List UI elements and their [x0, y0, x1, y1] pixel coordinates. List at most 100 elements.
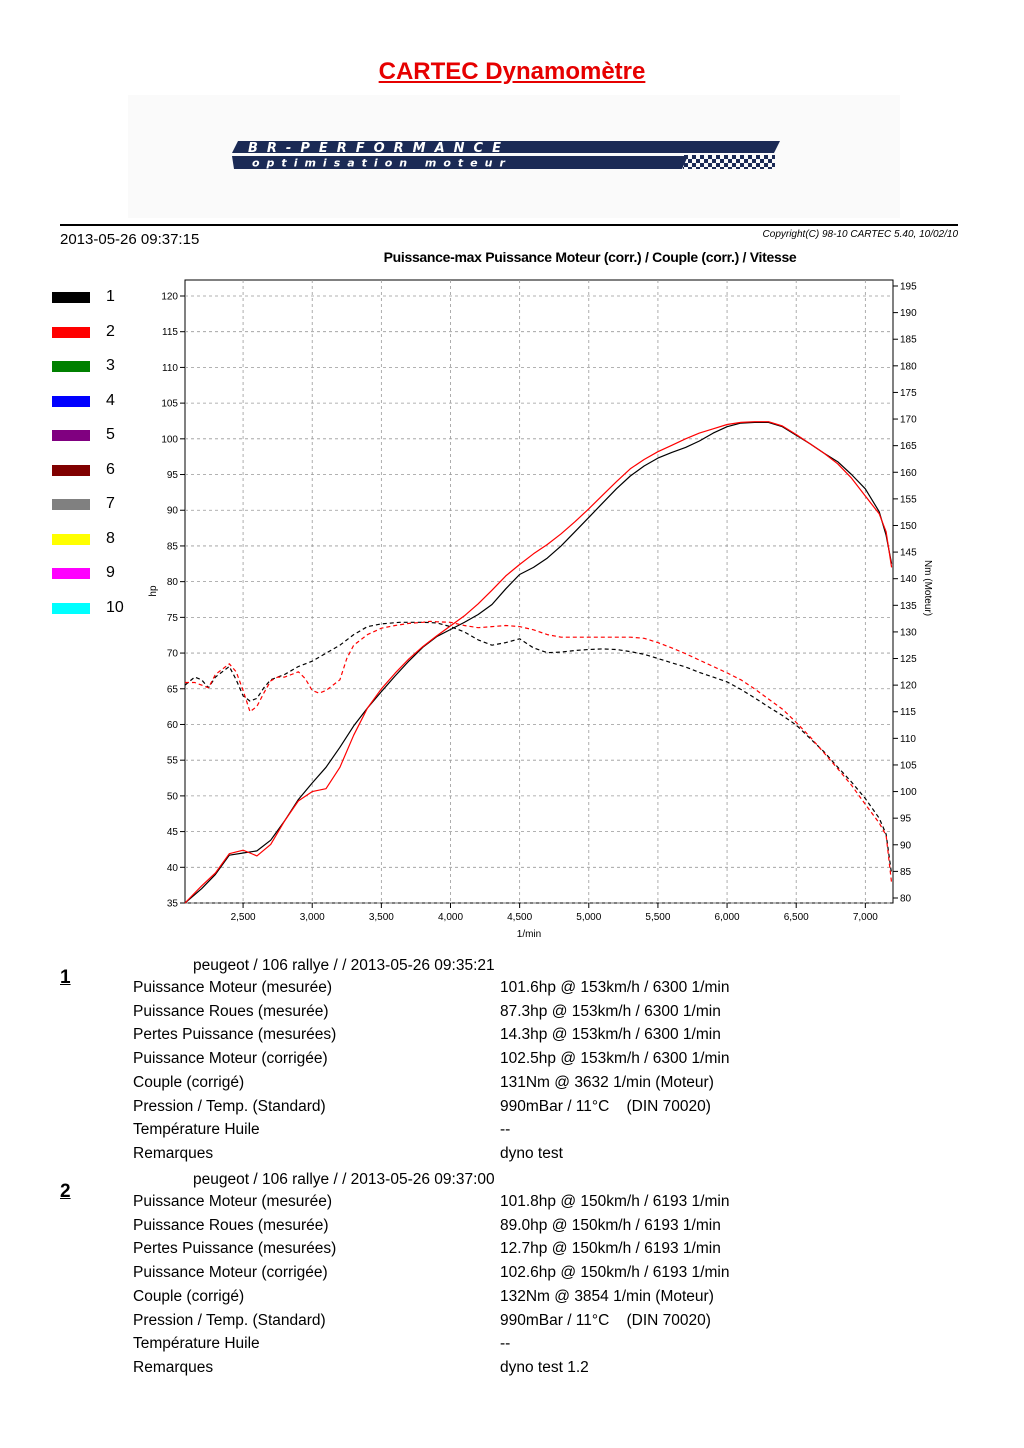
result-row: Couple (corrigé) 132Nm @ 3854 1/min (Mote…	[0, 1288, 1024, 1312]
result-value: 87.3hp @ 153km/h / 6300 1/min	[500, 1002, 721, 1020]
result-label: Couple (corrigé)	[133, 1073, 245, 1091]
x-tick-label: 3,500	[369, 912, 394, 923]
result-row: Pertes Puissance (mesurées) 12.7hp @ 150k…	[0, 1240, 1024, 1264]
result-row: Puissance Moteur (corrigée) 102.5hp @ 153…	[0, 1050, 1024, 1074]
y-tick-label: 45	[167, 827, 179, 838]
legend-swatch	[52, 533, 90, 545]
result-value: dyno test	[500, 1144, 563, 1162]
legend-item-7: 7	[52, 495, 172, 515]
result-value: 102.5hp @ 153km/h / 6300 1/min	[500, 1050, 730, 1068]
logo-subtext: optimisation moteur	[252, 157, 512, 170]
logo-text: BR-PERFORMANCE	[248, 141, 510, 156]
legend-label: 10	[106, 598, 124, 616]
legend-item-5: 5	[52, 426, 172, 446]
y2-tick-label: 160	[900, 468, 917, 479]
y-axis-label: hp	[148, 585, 159, 597]
x-tick-label: 5,500	[645, 912, 670, 923]
y-tick-label: 35	[167, 899, 179, 910]
y2-tick-label: 175	[900, 388, 917, 399]
y-tick-label: 85	[167, 541, 179, 552]
legend-swatch	[52, 430, 90, 441]
test-header: peugeot / 106 rallye / / 2013-05-26 09:3…	[193, 957, 495, 974]
result-row: Puissance Moteur (corrigée) 102.6hp @ 150…	[0, 1264, 1024, 1288]
result-value: 132Nm @ 3854 1/min (Moteur)	[500, 1287, 714, 1305]
y-tick-label: 75	[167, 613, 179, 624]
result-row: Remarques dyno test 1.2	[0, 1359, 1024, 1383]
result-label: Pression / Temp. (Standard)	[133, 1097, 326, 1115]
legend-item-4: 4	[52, 392, 172, 412]
y2-tick-label: 185	[900, 335, 917, 346]
result-label: Couple (corrigé)	[133, 1287, 245, 1305]
legend-label: 1	[106, 288, 115, 305]
legend-label: 5	[106, 426, 115, 443]
result-label: Remarques	[133, 1144, 214, 1162]
legend-item-9: 9	[52, 564, 172, 584]
y-tick-label: 95	[167, 470, 179, 481]
legend-item-1: 1	[52, 288, 172, 308]
result-value: 990mBar / 11°C (DIN 70020)	[500, 1311, 711, 1329]
result-value: 101.6hp @ 153km/h / 6300 1/min	[500, 979, 730, 996]
legend-label: 8	[106, 529, 115, 547]
result-label: Puissance Roues (mesurée)	[133, 1002, 329, 1020]
y2-tick-label: 140	[900, 574, 917, 585]
result-row: Puissance Roues (mesurée) 89.0hp @ 150km/…	[0, 1217, 1024, 1241]
result-value: 102.6hp @ 150km/h / 6193 1/min	[500, 1264, 730, 1282]
logo: BR-PERFORMANCE optimisation moteur	[128, 95, 900, 218]
y-tick-label: 70	[167, 649, 179, 660]
result-value: 990mBar / 11°C (DIN 70020)	[500, 1097, 711, 1115]
y-tick-label: 105	[161, 399, 178, 410]
x-tick-label: 2,500	[231, 912, 256, 923]
result-row: Pression / Temp. (Standard) 990mBar / 11°…	[0, 1312, 1024, 1336]
result-value: 12.7hp @ 150km/h / 6193 1/min	[500, 1240, 721, 1258]
result-label: Température Huile	[133, 1335, 260, 1353]
x-tick-label: 5,000	[576, 912, 601, 923]
y2-tick-label: 120	[900, 681, 917, 692]
y2-tick-label: 125	[900, 654, 917, 665]
result-label: Puissance Moteur (mesurée)	[133, 979, 332, 996]
legend-swatch	[52, 568, 90, 579]
logo-bottom-bar	[232, 156, 688, 169]
series-1-torque-line	[184, 621, 893, 875]
result-label: Remarques	[133, 1358, 214, 1376]
y2-tick-label: 165	[900, 441, 917, 452]
x-tick-label: 7,000	[853, 912, 878, 923]
legend-item-2: 2	[52, 323, 172, 343]
plot-frame	[184, 279, 894, 904]
result-label: Température Huile	[133, 1121, 260, 1139]
result-row: Pression / Temp. (Standard) 990mBar / 11°…	[0, 1098, 1024, 1122]
test-number: 1	[60, 967, 71, 988]
result-row: Couple (corrigé) 131Nm @ 3632 1/min (Mote…	[0, 1074, 1024, 1098]
result-label: Puissance Moteur (corrigée)	[133, 1264, 328, 1282]
logo-checker	[683, 155, 775, 169]
y2-tick-label: 85	[900, 867, 912, 878]
result-label: Pertes Puissance (mesurées)	[133, 1240, 337, 1258]
result-row: Puissance Moteur (mesurée) 101.6hp @ 153k…	[0, 979, 1024, 1003]
x-tick-label: 6,500	[784, 912, 809, 923]
result-row: Température Huile --	[0, 1121, 1024, 1145]
legend-swatch	[52, 499, 90, 510]
result-label: Pertes Puissance (mesurées)	[133, 1026, 337, 1044]
y-tick-label: 80	[167, 577, 179, 588]
result-value: 14.3hp @ 153km/h / 6300 1/min	[500, 1026, 721, 1044]
legend-item-6: 6	[52, 461, 172, 481]
legend-label: 2	[106, 322, 115, 340]
result-value: 89.0hp @ 150km/h / 6193 1/min	[500, 1216, 721, 1234]
dyno-chart: 35 40 45 50 55 60 65 70 75 80 85 90 95 100 105 110 115 12…	[148, 279, 933, 940]
y-tick-label: 120	[161, 292, 178, 303]
x-axis-label: 1/min	[517, 929, 541, 940]
result-value: 101.8hp @ 150km/h / 6193 1/min	[500, 1193, 730, 1210]
legend-item-10: 10	[52, 599, 172, 619]
legend-swatch	[52, 361, 90, 372]
x-tick-label: 6,000	[715, 912, 740, 923]
y2-tick-label: 100	[900, 787, 917, 798]
legend-swatch	[52, 464, 90, 476]
legend-label: 7	[106, 495, 115, 512]
legend-label: 3	[106, 357, 115, 374]
y-tick-label: 40	[167, 863, 179, 874]
y2-tick-label: 105	[900, 760, 917, 771]
legend-swatch	[52, 326, 90, 338]
y-tick-label: 110	[162, 363, 178, 374]
legend-item-8: 8	[52, 530, 172, 550]
y2-axis-label: Nm (Moteur)	[922, 560, 933, 616]
result-row: Remarques dyno test	[0, 1145, 1024, 1169]
